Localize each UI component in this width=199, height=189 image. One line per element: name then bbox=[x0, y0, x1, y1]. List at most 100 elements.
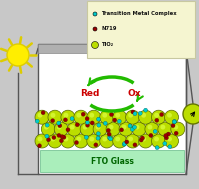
Circle shape bbox=[103, 121, 107, 125]
Bar bbox=[38, 44, 186, 174]
Text: FTO Glass: FTO Glass bbox=[91, 156, 134, 166]
Circle shape bbox=[141, 113, 146, 118]
Circle shape bbox=[97, 117, 100, 121]
Circle shape bbox=[160, 125, 165, 129]
Circle shape bbox=[128, 124, 132, 128]
Circle shape bbox=[119, 122, 133, 136]
Circle shape bbox=[83, 125, 88, 129]
Circle shape bbox=[109, 112, 113, 116]
Circle shape bbox=[85, 117, 89, 121]
Circle shape bbox=[66, 128, 70, 132]
Circle shape bbox=[155, 118, 159, 122]
Circle shape bbox=[131, 110, 135, 114]
Circle shape bbox=[41, 111, 45, 115]
Circle shape bbox=[48, 134, 62, 148]
Circle shape bbox=[35, 110, 49, 124]
Circle shape bbox=[106, 122, 120, 136]
Bar bbox=[40, 150, 184, 172]
Circle shape bbox=[173, 125, 178, 129]
Circle shape bbox=[67, 122, 81, 136]
Circle shape bbox=[102, 113, 107, 118]
Circle shape bbox=[145, 122, 159, 136]
Circle shape bbox=[167, 113, 172, 118]
Circle shape bbox=[96, 125, 100, 129]
Circle shape bbox=[70, 125, 75, 129]
Circle shape bbox=[109, 125, 113, 129]
Circle shape bbox=[113, 134, 127, 148]
Circle shape bbox=[128, 136, 133, 141]
Circle shape bbox=[60, 135, 64, 139]
Circle shape bbox=[167, 136, 172, 141]
Circle shape bbox=[61, 110, 75, 124]
Circle shape bbox=[139, 134, 153, 148]
Circle shape bbox=[81, 112, 85, 116]
Circle shape bbox=[102, 136, 107, 141]
Circle shape bbox=[147, 125, 152, 129]
Circle shape bbox=[122, 125, 126, 129]
Circle shape bbox=[63, 136, 68, 141]
Text: Red: Red bbox=[80, 90, 100, 98]
Text: Ox: Ox bbox=[127, 90, 141, 98]
Circle shape bbox=[87, 110, 101, 124]
Circle shape bbox=[100, 110, 114, 124]
Circle shape bbox=[80, 122, 94, 136]
Circle shape bbox=[51, 136, 55, 141]
Circle shape bbox=[117, 119, 121, 123]
Circle shape bbox=[164, 133, 168, 138]
Circle shape bbox=[76, 136, 81, 141]
Circle shape bbox=[57, 125, 62, 129]
Circle shape bbox=[51, 119, 55, 123]
Circle shape bbox=[76, 113, 81, 118]
Circle shape bbox=[74, 134, 88, 148]
Circle shape bbox=[107, 136, 111, 140]
Circle shape bbox=[38, 136, 42, 141]
Circle shape bbox=[87, 134, 101, 148]
Circle shape bbox=[35, 134, 49, 148]
Bar bbox=[38, 44, 186, 53]
Circle shape bbox=[125, 140, 129, 144]
Circle shape bbox=[126, 134, 140, 148]
Circle shape bbox=[128, 113, 133, 118]
Circle shape bbox=[133, 125, 137, 129]
Circle shape bbox=[38, 113, 42, 118]
Circle shape bbox=[173, 119, 177, 123]
Circle shape bbox=[41, 122, 55, 136]
Circle shape bbox=[96, 136, 100, 140]
Circle shape bbox=[174, 131, 178, 135]
Circle shape bbox=[113, 118, 117, 122]
Circle shape bbox=[154, 136, 159, 141]
Circle shape bbox=[58, 124, 62, 128]
Circle shape bbox=[155, 146, 159, 150]
Circle shape bbox=[166, 132, 170, 136]
Circle shape bbox=[57, 133, 61, 137]
Circle shape bbox=[60, 139, 63, 143]
Circle shape bbox=[165, 134, 179, 148]
Circle shape bbox=[93, 27, 97, 31]
Circle shape bbox=[130, 127, 134, 131]
Circle shape bbox=[135, 125, 139, 129]
Circle shape bbox=[143, 108, 148, 112]
Circle shape bbox=[96, 132, 100, 136]
Circle shape bbox=[57, 121, 61, 125]
Circle shape bbox=[48, 110, 62, 124]
Circle shape bbox=[141, 136, 146, 141]
Circle shape bbox=[63, 118, 67, 122]
Text: TiO₂: TiO₂ bbox=[101, 43, 113, 47]
Circle shape bbox=[62, 135, 66, 139]
Circle shape bbox=[74, 141, 78, 145]
Circle shape bbox=[172, 120, 176, 124]
Circle shape bbox=[133, 143, 137, 147]
Circle shape bbox=[35, 119, 39, 123]
Circle shape bbox=[109, 137, 113, 141]
Circle shape bbox=[120, 128, 124, 132]
Circle shape bbox=[89, 113, 94, 118]
Circle shape bbox=[113, 110, 127, 124]
Circle shape bbox=[37, 144, 41, 148]
Text: N719: N719 bbox=[101, 26, 116, 32]
Circle shape bbox=[154, 113, 159, 118]
Circle shape bbox=[70, 117, 74, 121]
FancyBboxPatch shape bbox=[87, 1, 195, 58]
Circle shape bbox=[86, 123, 90, 127]
Circle shape bbox=[139, 138, 143, 142]
Circle shape bbox=[93, 12, 97, 16]
